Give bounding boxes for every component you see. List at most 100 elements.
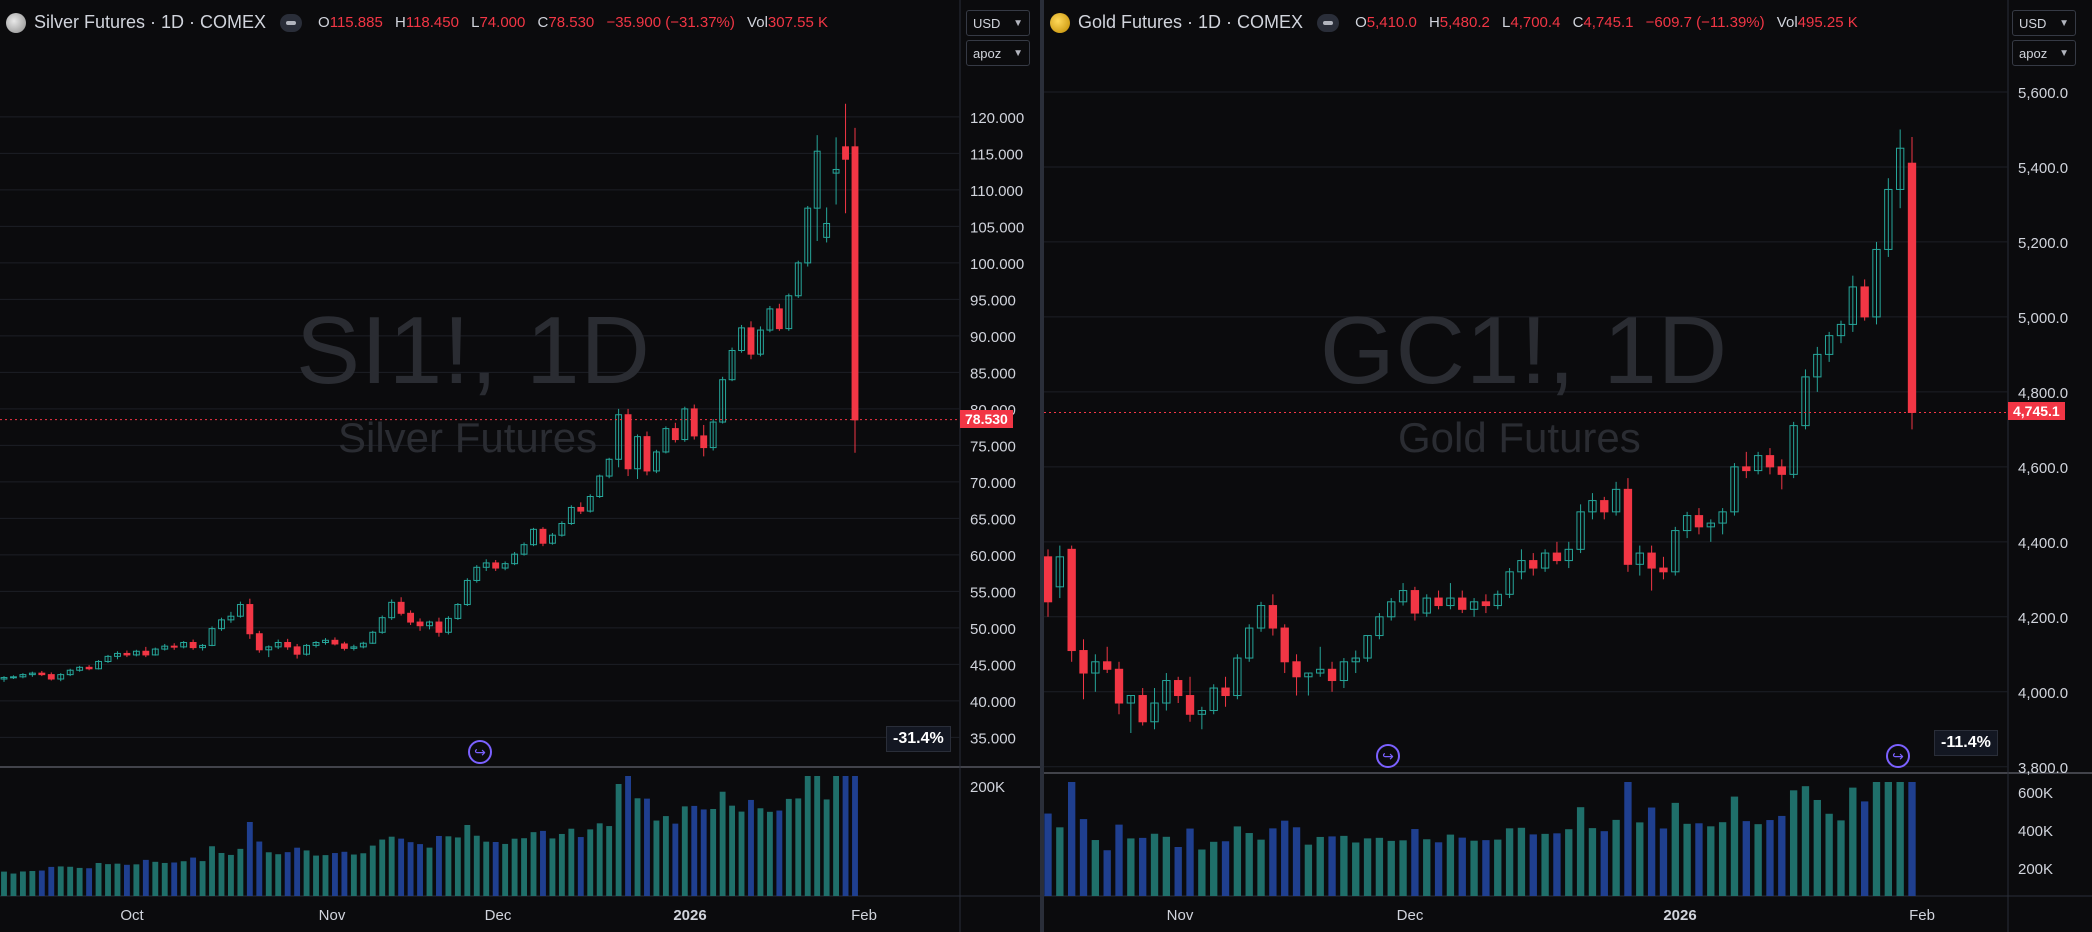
low-value: 4,700.4 [1510, 14, 1561, 31]
silver-chart-canvas[interactable]: 120.000 115.000 110.000 105.000 100.000 95.00… [0, 0, 1040, 932]
time-tick-label: 2026 [673, 907, 706, 924]
candle-body [189, 642, 197, 649]
volume-bar [852, 776, 858, 896]
candle-body [577, 506, 585, 512]
volume-bar [1849, 787, 1857, 896]
volume-bar [237, 848, 244, 896]
volume-bar [294, 847, 301, 896]
volume-bar [313, 855, 319, 896]
volume-bar [350, 854, 357, 896]
candle-body [28, 672, 36, 676]
volume-bar [10, 873, 17, 896]
volume-bar [691, 805, 698, 896]
volume-bar [1801, 786, 1810, 896]
chart-panel-silver[interactable]: 120.000 115.000 110.000 105.000 100.000 95.00… [0, 0, 1040, 932]
close-label: C [537, 14, 549, 31]
volume-bar [521, 838, 527, 896]
volume-bar [568, 828, 575, 896]
go-to-realtime-icon[interactable]: ↪ [1886, 744, 1910, 768]
go-to-realtime-icon[interactable]: ↪ [1376, 744, 1400, 768]
candle-body [1197, 710, 1207, 715]
hide-toggle-icon[interactable] [280, 13, 303, 32]
volume-bar [1647, 807, 1656, 896]
candle-body [1730, 466, 1739, 513]
candle-body [842, 146, 849, 160]
volume-bar [606, 826, 613, 896]
open-value: 5,410.0 [1366, 14, 1417, 31]
time-tick-label: Nov [319, 907, 346, 924]
hide-toggle-icon[interactable] [1317, 13, 1340, 32]
close-label: C [1572, 14, 1584, 31]
candle-body [794, 262, 802, 297]
price-tick-label: 70.000 [970, 475, 1016, 492]
volume-bar [114, 863, 121, 896]
candle-body [435, 621, 443, 633]
unit-select[interactable]: apoz ▼ [2012, 40, 2076, 66]
symbol-legend: Gold Futures · 1D · COMEX O5,410.0 H5,48… [1050, 12, 1866, 33]
volume-bar [171, 862, 178, 896]
volume-bar [218, 852, 225, 896]
candle-body [95, 660, 102, 670]
unit-value: apoz [2019, 45, 2048, 61]
candle-body [586, 496, 594, 512]
unit-select[interactable]: apoz ▼ [966, 40, 1030, 66]
price-tick-label: 115.000 [970, 146, 1023, 163]
candle-body [1552, 552, 1562, 562]
volume-bar [1458, 837, 1466, 896]
volume-bar [785, 798, 792, 896]
candle-body [1895, 147, 1905, 190]
candle-body [823, 222, 831, 238]
candle-body [132, 650, 140, 656]
volume-bar [1411, 829, 1419, 896]
candle-body [709, 421, 717, 449]
volume-bar [766, 811, 773, 896]
candle-body [1600, 500, 1609, 513]
candle-body [246, 604, 254, 635]
volume-bar [1363, 838, 1372, 896]
price-tick-label: 60.000 [970, 548, 1016, 565]
volume-bar [1470, 840, 1478, 896]
candle-body [57, 674, 65, 680]
candle-body [312, 642, 320, 646]
gold-chart-canvas[interactable]: 5,600.0 5,400.0 5,200.0 5,000.0 4,800.0 4,600… [1044, 0, 2092, 932]
currency-select[interactable]: USD ▼ [2012, 10, 2076, 36]
candle-body [1245, 627, 1254, 659]
candle-body [1481, 601, 1491, 607]
volume-bar [445, 836, 452, 896]
candle-body [530, 528, 537, 546]
volume-bar [492, 842, 499, 896]
candle-body [369, 631, 377, 644]
candle-body [1647, 552, 1656, 569]
volume-bar [1789, 790, 1798, 896]
volume-bar [1281, 820, 1289, 896]
volume-bar [634, 798, 641, 896]
price-tick-label: 4,400.0 [2018, 535, 2068, 552]
panel-divider[interactable] [1040, 0, 1044, 932]
high-label: H [395, 14, 406, 31]
candle-body [378, 617, 386, 633]
volume-bar [1505, 828, 1514, 896]
volume-bar [1825, 813, 1833, 896]
candle-body [1753, 455, 1763, 472]
candle-body [284, 642, 292, 648]
volume-bar [265, 852, 272, 896]
candle-body [511, 553, 519, 565]
volume-bar [123, 864, 130, 896]
chart-panel-gold[interactable]: 5,600.0 5,400.0 5,200.0 5,000.0 4,800.0 4,600… [1044, 0, 2092, 932]
volume-bar [483, 841, 490, 896]
price-tick-label: 95.000 [970, 292, 1016, 309]
volume-bar [388, 836, 395, 896]
symbol-title[interactable]: Gold Futures · 1D · COMEX [1078, 12, 1304, 32]
change-value: −609.7 (−11.39%) [1645, 14, 1765, 31]
go-to-realtime-icon[interactable]: ↪ [468, 740, 492, 764]
candle-body [444, 617, 452, 633]
volume-bar [1434, 842, 1443, 896]
candle-body [492, 562, 500, 569]
watermark-symbol: GC1!, 1D [1320, 297, 1729, 404]
currency-select[interactable]: USD ▼ [966, 10, 1030, 36]
candle-body [1505, 571, 1514, 595]
volume-bar [1423, 839, 1431, 896]
candle-body [1635, 552, 1644, 565]
candle-body [473, 566, 481, 581]
symbol-title[interactable]: Silver Futures · 1D · COMEX [34, 12, 267, 32]
